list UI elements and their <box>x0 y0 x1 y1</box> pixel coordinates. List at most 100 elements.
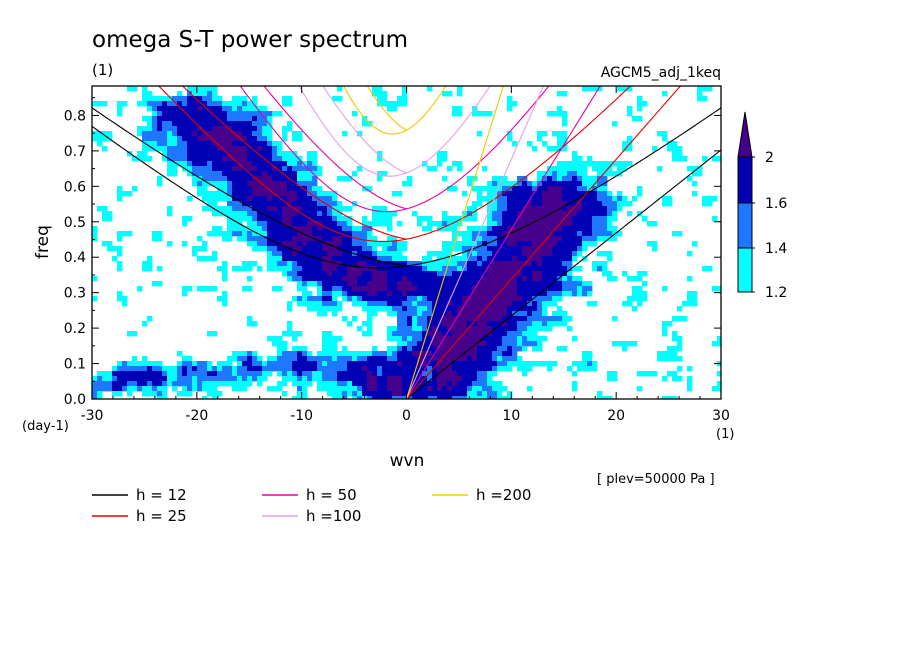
power-cell-l3 <box>552 286 558 292</box>
power-cell-l1 <box>497 186 503 192</box>
power-cell-l3 <box>527 271 533 277</box>
power-cell-l1 <box>382 96 388 102</box>
power-cell-l1 <box>552 296 558 302</box>
power-cell-l1 <box>382 216 388 222</box>
power-cell-l3 <box>282 196 288 202</box>
power-cell-l3 <box>392 301 398 307</box>
power-cell-l1 <box>532 346 538 352</box>
power-cell-l2 <box>327 206 333 212</box>
power-cell-l4 <box>232 136 238 142</box>
power-cell-l1 <box>117 246 123 252</box>
power-cell-l3 <box>367 296 373 302</box>
power-cell-l3 <box>162 106 168 112</box>
power-cell-l4 <box>427 351 433 357</box>
power-cell-l4 <box>447 311 453 317</box>
power-cell-l3 <box>492 256 498 262</box>
power-cell-l2 <box>272 251 278 257</box>
power-cell-l4 <box>327 261 333 267</box>
power-cell-l2 <box>497 196 503 202</box>
power-cell-l1 <box>317 306 323 312</box>
power-cell-l3 <box>277 161 283 167</box>
power-cell-l3 <box>242 126 248 132</box>
power-cell-l1 <box>577 166 583 172</box>
power-cell-l3 <box>232 186 238 192</box>
power-cell-l3 <box>507 246 513 252</box>
power-cell-l3 <box>162 116 168 122</box>
power-cell-l1 <box>222 266 228 272</box>
power-cell-l4 <box>307 221 313 227</box>
power-cell-l1 <box>572 381 578 387</box>
power-cell-l3 <box>522 301 528 307</box>
power-cell-l1 <box>487 221 493 227</box>
power-cell-l4 <box>547 216 553 222</box>
power-cell-l3 <box>447 331 453 337</box>
power-cell-l2 <box>447 271 453 277</box>
power-cell-l1 <box>122 301 128 307</box>
power-cell-l3 <box>572 241 578 247</box>
power-cell-l3 <box>582 221 588 227</box>
power-cell-l3 <box>367 361 373 367</box>
power-cell-l2 <box>152 126 158 132</box>
power-cell-l4 <box>527 251 533 257</box>
power-cell-l1 <box>562 111 568 117</box>
power-cell-l1 <box>542 141 548 147</box>
power-cell-l4 <box>562 201 568 207</box>
power-cell-l4 <box>457 306 463 312</box>
power-cell-l3 <box>587 196 593 202</box>
power-cell-l1 <box>302 396 308 399</box>
power-cell-l1 <box>557 111 563 117</box>
power-cell-l3 <box>497 241 503 247</box>
power-cell-l2 <box>177 96 183 102</box>
power-cell-l3 <box>212 111 218 117</box>
power-cell-l1 <box>317 386 323 392</box>
power-cell-l1 <box>257 106 263 112</box>
power-cell-l3 <box>577 241 583 247</box>
power-cell-l2 <box>257 221 263 227</box>
power-cell-l4 <box>292 226 298 232</box>
power-cell-l1 <box>232 366 238 372</box>
power-cell-l2 <box>367 301 373 307</box>
power-cell-l3 <box>492 231 498 237</box>
power-cell-l1 <box>547 166 553 172</box>
power-cell-l2 <box>212 101 218 107</box>
power-cell-l1 <box>352 171 358 177</box>
power-cell-l3 <box>467 276 473 282</box>
power-cell-l1 <box>272 336 278 342</box>
power-cell-l2 <box>582 236 588 242</box>
power-cell-l3 <box>487 321 493 327</box>
power-cell-l3 <box>472 361 478 367</box>
power-cell-l2 <box>97 381 103 387</box>
power-cell-l1 <box>717 371 721 377</box>
power-cell-l2 <box>272 156 278 162</box>
power-cell-l2 <box>277 356 283 362</box>
power-cell-l1 <box>572 336 578 342</box>
power-cell-l4 <box>557 196 563 202</box>
power-cell-l3 <box>152 381 158 387</box>
power-cell-l1 <box>397 336 403 342</box>
power-cell-l2 <box>352 391 358 397</box>
power-cell-l3 <box>272 161 278 167</box>
power-cell-l4 <box>377 281 383 287</box>
power-cell-l1 <box>632 306 638 312</box>
power-cell-l1 <box>222 101 228 107</box>
chart-title: omega S-T power spectrum <box>92 27 408 53</box>
power-cell-l1 <box>507 106 513 112</box>
power-cell-l1 <box>277 141 283 147</box>
power-cell-l1 <box>212 196 218 202</box>
power-cell-l3 <box>522 296 528 302</box>
power-cell-l1 <box>592 261 598 267</box>
power-cell-l3 <box>457 366 463 372</box>
power-cell-l2 <box>122 386 128 392</box>
power-cell-l2 <box>557 316 563 322</box>
power-cell-l4 <box>497 296 503 302</box>
power-cell-l1 <box>242 106 248 112</box>
power-cell-l4 <box>437 386 443 392</box>
power-cell-l3 <box>482 351 488 357</box>
power-cell-l1 <box>217 211 223 217</box>
power-cell-l1 <box>142 126 148 132</box>
power-cell-l3 <box>157 381 163 387</box>
power-cell-l4 <box>222 136 228 142</box>
power-cell-l4 <box>507 266 513 272</box>
power-cell-l3 <box>302 221 308 227</box>
power-cell-l4 <box>572 211 578 217</box>
